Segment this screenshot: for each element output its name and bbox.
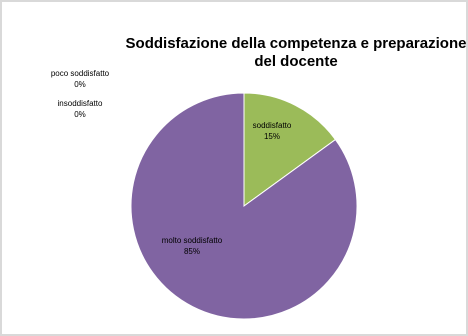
slice-value-poco-soddisfatto: 0% bbox=[74, 80, 86, 89]
slice-label-molto-soddisfatto: molto soddisfatto bbox=[162, 236, 223, 245]
slice-value-soddisfatto: 15% bbox=[264, 132, 280, 141]
slice-value-insoddisfatto: 0% bbox=[74, 110, 86, 119]
slice-label-poco-soddisfatto: poco soddisfatto bbox=[51, 69, 110, 78]
pie-slice-soddisfatto bbox=[243, 92, 337, 207]
pie-chart: soddisfatto 15% molto soddisfatto 85% insodd… bbox=[51, 69, 358, 320]
slice-value-molto-soddisfatto: 85% bbox=[184, 247, 200, 256]
pie-slice-molto-soddisfatto bbox=[130, 92, 358, 320]
slice-label-insoddisfatto: insoddisfatto bbox=[58, 99, 103, 108]
slice-label-soddisfatto: soddisfatto bbox=[253, 121, 292, 130]
chart-title: Soddisfazione della competenza e prepara… bbox=[125, 35, 467, 70]
